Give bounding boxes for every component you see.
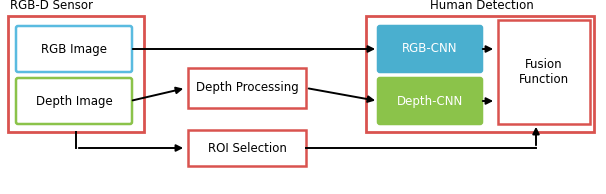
FancyBboxPatch shape: [188, 68, 306, 108]
Text: Fusion
Function: Fusion Function: [519, 58, 569, 86]
Text: RGB-D Sensor: RGB-D Sensor: [10, 0, 93, 12]
Text: Depth-CNN: Depth-CNN: [397, 94, 463, 107]
FancyBboxPatch shape: [498, 20, 590, 124]
FancyBboxPatch shape: [188, 130, 306, 166]
Text: RGB Image: RGB Image: [41, 42, 107, 55]
Text: Human Detection: Human Detection: [430, 0, 534, 12]
FancyBboxPatch shape: [378, 26, 482, 72]
Text: Depth Image: Depth Image: [36, 94, 112, 107]
Text: Depth Processing: Depth Processing: [196, 81, 298, 94]
Text: ROI Selection: ROI Selection: [208, 141, 287, 154]
FancyBboxPatch shape: [378, 78, 482, 124]
FancyBboxPatch shape: [16, 26, 132, 72]
FancyBboxPatch shape: [16, 78, 132, 124]
Text: RGB-CNN: RGB-CNN: [402, 42, 458, 55]
